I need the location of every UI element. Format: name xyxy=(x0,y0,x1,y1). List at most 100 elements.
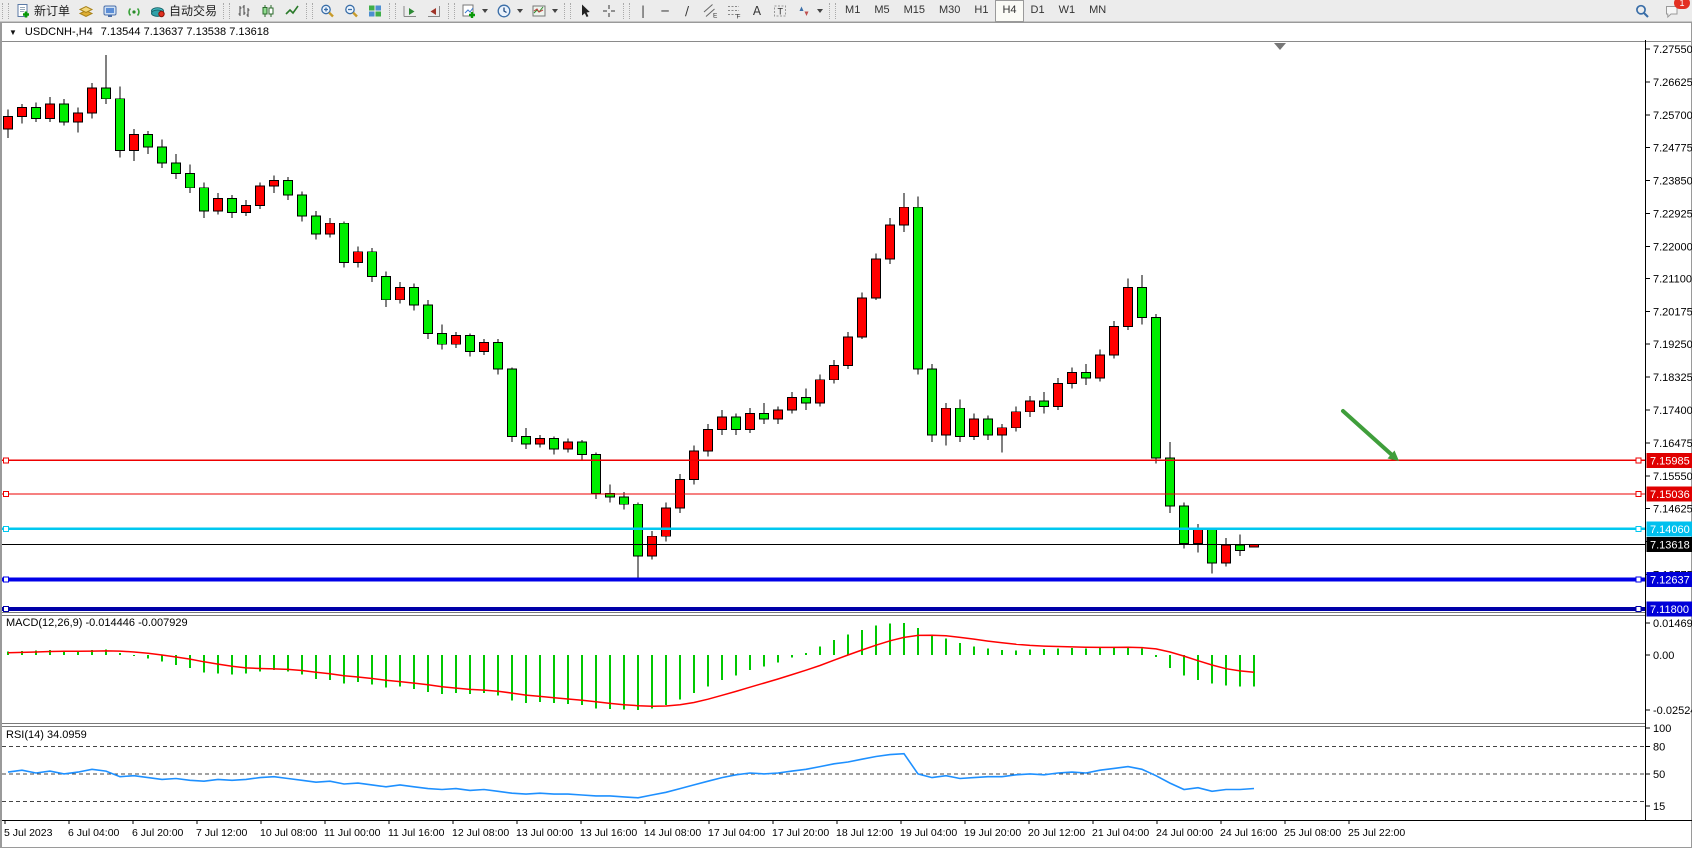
toolbar-candlestick-mode-button[interactable] xyxy=(256,1,280,21)
toolbar-profiles-button[interactable] xyxy=(74,1,98,21)
timeframe-H4-button[interactable]: H4 xyxy=(995,0,1024,22)
bull-candle xyxy=(353,251,363,263)
toolbar-vertical-line-button[interactable]: | xyxy=(632,1,654,21)
timeframe-M1-button[interactable]: M1 xyxy=(845,3,861,16)
toolbar-equidistant-channel-button[interactable]: E xyxy=(698,1,722,21)
toolbar-cursor-button[interactable] xyxy=(573,1,597,21)
toolbar-trendline-button[interactable]: / xyxy=(676,1,698,21)
svg-text:7.17400: 7.17400 xyxy=(1653,405,1692,417)
hline-handle xyxy=(1635,576,1642,583)
toolbar-zoom-out-button[interactable] xyxy=(339,1,363,21)
toolbar-auto-scroll-button[interactable] xyxy=(398,1,422,21)
bull-candle xyxy=(815,379,825,404)
toolbar-search-button[interactable] xyxy=(1630,1,1654,21)
macd-bar xyxy=(524,655,528,703)
toolbar-arrows-shapes-button[interactable] xyxy=(792,1,827,21)
chart-dropdown-icon[interactable]: ▼ xyxy=(9,27,17,37)
macd-bar xyxy=(1140,648,1144,655)
toolbar-notifications-button[interactable]: 1 xyxy=(1660,0,1690,21)
arrow-annotation[interactable] xyxy=(1341,409,1399,461)
macd-bar xyxy=(314,655,318,679)
svg-text:7.11800: 7.11800 xyxy=(1650,604,1689,616)
macd-bar xyxy=(160,655,164,662)
toolbar-crosshair-button[interactable] xyxy=(597,1,621,21)
bear-candle xyxy=(913,206,923,370)
toolbar-new-order-button[interactable]: 新订单 xyxy=(11,1,74,21)
templates-caret-icon xyxy=(552,8,559,13)
svg-text:14 Jul 08:00: 14 Jul 08:00 xyxy=(644,827,701,839)
horizontal-lines[interactable] xyxy=(2,457,1645,613)
bull-candle xyxy=(535,438,545,445)
bull-candle xyxy=(787,397,797,411)
fibonacci-icon: F xyxy=(726,3,742,19)
templates-icon xyxy=(531,3,547,19)
toolbar-periods-button[interactable] xyxy=(492,1,527,21)
chart-shift-marker-icon[interactable] xyxy=(1274,43,1286,50)
timeframe-M15-button[interactable]: M15 xyxy=(903,3,925,16)
macd-bar xyxy=(972,646,976,655)
svg-text:19 Jul 20:00: 19 Jul 20:00 xyxy=(964,827,1021,839)
bull-candle xyxy=(1011,411,1021,429)
price-tag xyxy=(1646,601,1692,617)
svg-text:7.13618: 7.13618 xyxy=(1650,540,1690,552)
periods-icon xyxy=(496,3,512,19)
bear-candle xyxy=(759,413,769,420)
macd-bar xyxy=(1196,655,1200,681)
toolbar-fibonacci-button[interactable]: F xyxy=(722,1,746,21)
svg-text:6 Jul 20:00: 6 Jul 20:00 xyxy=(132,827,184,839)
terminal-icon xyxy=(102,3,118,19)
bull-candle xyxy=(745,413,755,431)
svg-text:13 Jul 00:00: 13 Jul 00:00 xyxy=(516,827,573,839)
macd-bar xyxy=(118,652,122,655)
toolbar-tile-windows-button[interactable] xyxy=(363,1,387,21)
chart-ohlc-values: 7.13544 7.13637 7.13538 7.13618 xyxy=(100,26,269,38)
hline-handle xyxy=(1635,491,1642,498)
toolbar-text-label-button[interactable]: T xyxy=(768,1,792,21)
macd-bar xyxy=(1098,648,1102,655)
bull-candle xyxy=(843,336,853,367)
toolbar-templates-button[interactable] xyxy=(527,1,562,21)
timeframe-D1-button[interactable]: D1 xyxy=(1030,3,1045,16)
macd-bar xyxy=(734,655,738,676)
timeframe-W1-button[interactable]: W1 xyxy=(1058,3,1076,16)
timeframe-MN-button[interactable]: MN xyxy=(1089,3,1107,16)
chart-window: ▼ USDCNH-,H4 7.13544 7.13637 7.13538 7.1… xyxy=(0,22,1692,848)
timeframe-M30-button[interactable]: M30 xyxy=(939,3,961,16)
bear-candle xyxy=(339,222,349,263)
bear-candle xyxy=(31,107,41,119)
bull-candle xyxy=(885,224,895,260)
svg-text:100: 100 xyxy=(1653,723,1671,735)
toolbar-new-chart-button[interactable] xyxy=(457,1,492,21)
svg-text:11 Jul 00:00: 11 Jul 00:00 xyxy=(324,827,381,839)
price-chart[interactable]: 7.27550 7.26625 7.25700 7.24775 7.23850 7.229… xyxy=(2,40,1692,848)
toolbar-terminal-button[interactable] xyxy=(98,1,122,21)
macd-bar xyxy=(958,643,962,655)
cursor-icon xyxy=(577,3,593,19)
bull-candle xyxy=(451,334,461,345)
toolbar-bar-chart-mode-button[interactable] xyxy=(232,1,256,21)
toolbar-horizontal-line-button[interactable]: ─ xyxy=(654,1,676,21)
toolbar-chart-shift-button[interactable] xyxy=(422,1,446,21)
bull-candle xyxy=(717,416,727,431)
bear-candle xyxy=(983,418,993,436)
macd-bar xyxy=(454,655,458,694)
notification-badge: 1 xyxy=(1674,0,1690,9)
arrows-shapes-caret-icon xyxy=(817,8,824,13)
toolbar-autotrading-button[interactable]: 自动交易 xyxy=(146,1,221,21)
equidistant-channel-icon: E xyxy=(702,3,718,19)
toolbar-line-chart-mode-button[interactable] xyxy=(280,1,304,21)
macd-bar xyxy=(1112,647,1116,655)
timeframe-M5-button[interactable]: M5 xyxy=(874,3,890,16)
toolbar-signals-button[interactable] xyxy=(122,1,146,21)
toolbar-zoom-in-button[interactable] xyxy=(315,1,339,21)
toolbar-separator xyxy=(564,2,572,19)
macd-bar xyxy=(440,655,444,695)
timeframe-H1-button[interactable]: H1 xyxy=(974,3,989,16)
svg-text:7.20175: 7.20175 xyxy=(1653,306,1692,318)
svg-text:18 Jul 12:00: 18 Jul 12:00 xyxy=(836,827,893,839)
toolbar-text-button[interactable]: A xyxy=(746,1,768,21)
macd-bar xyxy=(902,623,906,655)
bear-candle xyxy=(283,180,293,196)
time-axis[interactable]: 5 Jul 2023 6 Jul 04:00 6 Jul 20:00 7 Jul 12… xyxy=(4,820,1405,839)
toolbar-separator xyxy=(448,2,456,19)
